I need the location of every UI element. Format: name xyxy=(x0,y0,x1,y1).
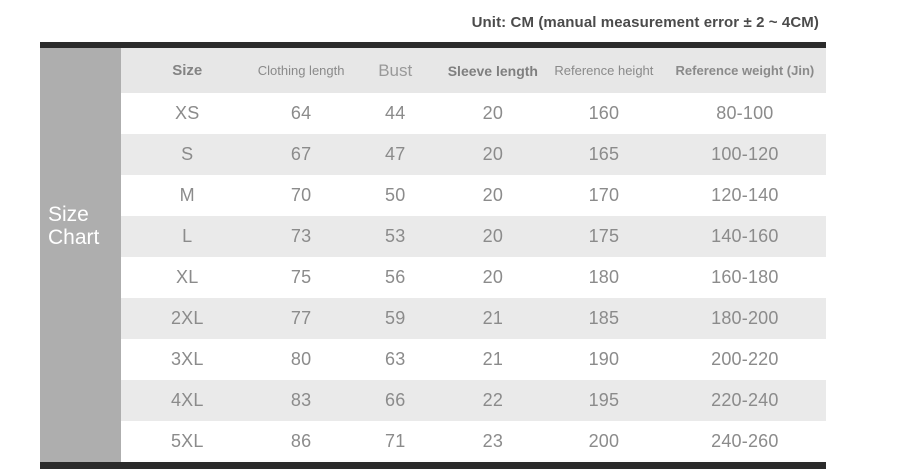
table-row: XL 75 56 20 180 160-180 xyxy=(121,257,826,298)
column-header: Reference height xyxy=(554,62,654,78)
table-cell: 77 xyxy=(290,308,312,328)
table-cell: 71 xyxy=(385,431,406,451)
table-cell: 53 xyxy=(385,226,406,246)
table-body: Size Chart Size Clothing length Bust Sleeve… xyxy=(40,48,826,462)
table-top-border xyxy=(40,42,826,48)
table-cell: S xyxy=(181,144,194,164)
table-cell: 66 xyxy=(385,390,406,410)
column-header: Bust xyxy=(378,60,413,80)
table-cell: 175 xyxy=(588,226,620,246)
table-cell: 83 xyxy=(290,390,312,410)
table-rows: XS 64 44 20 160 80-100 S 67 47 20 165 100-120 M 70 50 2… xyxy=(121,93,826,462)
table-cell: 185 xyxy=(588,308,620,328)
table-cell: 47 xyxy=(385,144,406,164)
table-cell: XL xyxy=(176,267,199,287)
table-row: M 70 50 20 170 120-140 xyxy=(121,175,826,216)
table-cell: 240-260 xyxy=(711,431,779,451)
table-cell: 59 xyxy=(385,308,406,328)
table-cell: 195 xyxy=(588,390,620,410)
table-cell: 63 xyxy=(385,349,406,369)
table-cell: 44 xyxy=(385,103,406,123)
column-header: Sleeve length xyxy=(447,62,538,79)
table-cell: 140-160 xyxy=(711,226,779,246)
table-cell: L xyxy=(182,226,193,246)
table-cell: 86 xyxy=(290,431,312,451)
table-main: Size Clothing length Bust Sleeve length Refe… xyxy=(121,48,826,462)
table-cell: 160 xyxy=(588,103,620,123)
table-cell: 20 xyxy=(482,226,504,246)
table-cell: 220-240 xyxy=(711,390,779,410)
table-cell: 20 xyxy=(482,103,504,123)
table-cell: 21 xyxy=(482,349,504,369)
table-cell: 56 xyxy=(385,267,406,287)
table-cell: 2XL xyxy=(170,308,204,328)
table-cell: 67 xyxy=(290,144,312,164)
table-cell: 22 xyxy=(482,390,504,410)
table-cell: 200 xyxy=(588,431,620,451)
table-cell: 190 xyxy=(588,349,620,369)
table-header-row: Size Clothing length Bust Sleeve length Refe… xyxy=(121,48,826,93)
table-cell: 3XL xyxy=(170,349,204,369)
table-cell: 160-180 xyxy=(711,267,779,287)
table-cell: 180 xyxy=(588,267,620,287)
table-cell: 120-140 xyxy=(711,185,779,205)
table-cell: 200-220 xyxy=(711,349,779,369)
table-cell: 100-120 xyxy=(711,144,779,164)
table-cell: 20 xyxy=(482,185,504,205)
unit-note: Unit: CM (manual measurement error ± 2 ~… xyxy=(471,14,819,31)
table-cell: 21 xyxy=(482,308,504,328)
table-cell: 64 xyxy=(290,103,312,123)
table-cell: 5XL xyxy=(170,431,204,451)
table-cell: 20 xyxy=(482,144,504,164)
table-cell: 80-100 xyxy=(716,103,774,123)
column-header: Reference weight (Jin) xyxy=(675,62,815,78)
table-cell: 165 xyxy=(588,144,620,164)
table-cell: 75 xyxy=(290,267,312,287)
column-header: Size xyxy=(172,61,203,79)
table-cell: M xyxy=(179,185,195,205)
table-cell: 70 xyxy=(290,185,312,205)
column-header: Clothing length xyxy=(257,62,345,78)
table-cell: 50 xyxy=(385,185,406,205)
table-row: XS 64 44 20 160 80-100 xyxy=(121,93,826,134)
table-cell: 170 xyxy=(588,185,620,205)
table-cell: XS xyxy=(175,103,200,123)
size-chart-table: Size Chart Size Clothing length Bust Sleeve… xyxy=(40,42,826,469)
table-cell: 20 xyxy=(482,267,504,287)
table-row: 4XL 83 66 22 195 220-240 xyxy=(121,380,826,421)
table-row: 3XL 80 63 21 190 200-220 xyxy=(121,339,826,380)
table-cell: 80 xyxy=(290,349,312,369)
table-row: 2XL 77 59 21 185 180-200 xyxy=(121,298,826,339)
table-cell: 4XL xyxy=(170,390,204,410)
sidebar-label-line2: Chart xyxy=(48,226,100,249)
table-cell: 73 xyxy=(290,226,312,246)
table-cell: 180-200 xyxy=(711,308,779,328)
table-row: L 73 53 20 175 140-160 xyxy=(121,216,826,257)
table-row: S 67 47 20 165 100-120 xyxy=(121,134,826,175)
size-chart-sidebar: Size Chart xyxy=(40,48,121,462)
sidebar-label: Size Chart xyxy=(48,203,121,249)
sidebar-label-line1: Size xyxy=(48,203,89,226)
table-row: 5XL 86 71 23 200 240-260 xyxy=(121,421,826,462)
table-bottom-border xyxy=(40,462,826,469)
table-cell: 23 xyxy=(482,431,504,451)
